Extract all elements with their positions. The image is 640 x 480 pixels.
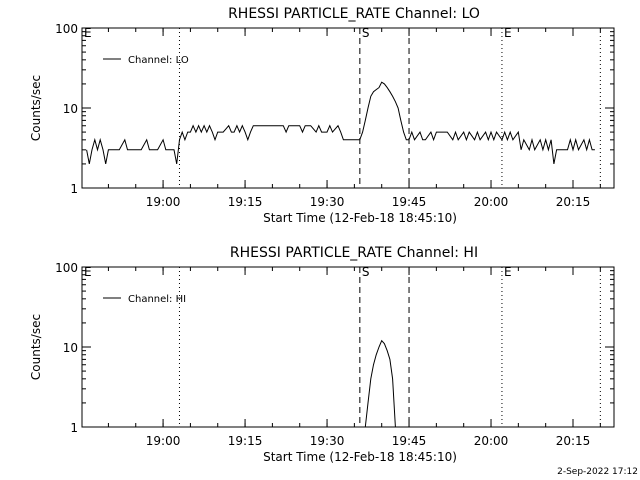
y-tick-label: 100 <box>55 22 78 36</box>
x-tick-label: 19:30 <box>310 434 345 448</box>
y-tick-label: 1 <box>70 421 78 435</box>
x-tick-label: 19:00 <box>146 195 181 209</box>
x-tick-label: 19:45 <box>392 434 427 448</box>
timestamp-label: 2-Sep-2022 17:12 <box>557 467 638 477</box>
x-tick-label: 19:45 <box>392 195 427 209</box>
x-tick-label: 20:15 <box>556 434 591 448</box>
y-axis-label: Counts/sec <box>29 75 43 141</box>
legend-label: Channel: HI <box>128 294 186 305</box>
event-marker-label: E <box>84 26 92 40</box>
y-tick-label: 10 <box>63 102 78 116</box>
event-marker-label: E <box>504 26 512 40</box>
x-tick-label: 20:15 <box>556 195 591 209</box>
chart-panel-hi: RHESSI PARTICLE_RATE Channel: HI Start T… <box>29 245 615 464</box>
event-marker-label: E <box>504 265 512 279</box>
plot-frame <box>81 266 615 428</box>
event-marker-label: E <box>84 265 92 279</box>
x-tick-label: 19:15 <box>228 195 263 209</box>
chart-title: RHESSI PARTICLE_RATE Channel: HI <box>230 245 478 261</box>
x-tick-label: 20:00 <box>474 195 509 209</box>
legend-label: Channel: LO <box>128 55 189 66</box>
series-line <box>364 339 396 428</box>
x-tick-label: 20:00 <box>474 434 509 448</box>
x-tick-label: 19:30 <box>310 195 345 209</box>
plot-frame <box>81 27 615 189</box>
y-axis-label: Counts/sec <box>29 314 43 380</box>
x-axis-label: Start Time (12-Feb-18 18:45:10) <box>263 211 457 225</box>
x-tick-label: 19:15 <box>228 434 263 448</box>
y-tick-label: 100 <box>55 261 78 275</box>
y-tick-label: 1 <box>70 182 78 196</box>
event-marker-label: S <box>362 265 370 279</box>
chart-panel-lo: RHESSI PARTICLE_RATE Channel: LO Start T… <box>29 6 615 225</box>
series-line <box>86 81 595 164</box>
x-tick-label: 19:00 <box>146 434 181 448</box>
chart-title: RHESSI PARTICLE_RATE Channel: LO <box>228 6 480 22</box>
y-tick-label: 10 <box>63 341 78 355</box>
event-marker-label: S <box>362 26 370 40</box>
x-axis-label: Start Time (12-Feb-18 18:45:10) <box>263 450 457 464</box>
